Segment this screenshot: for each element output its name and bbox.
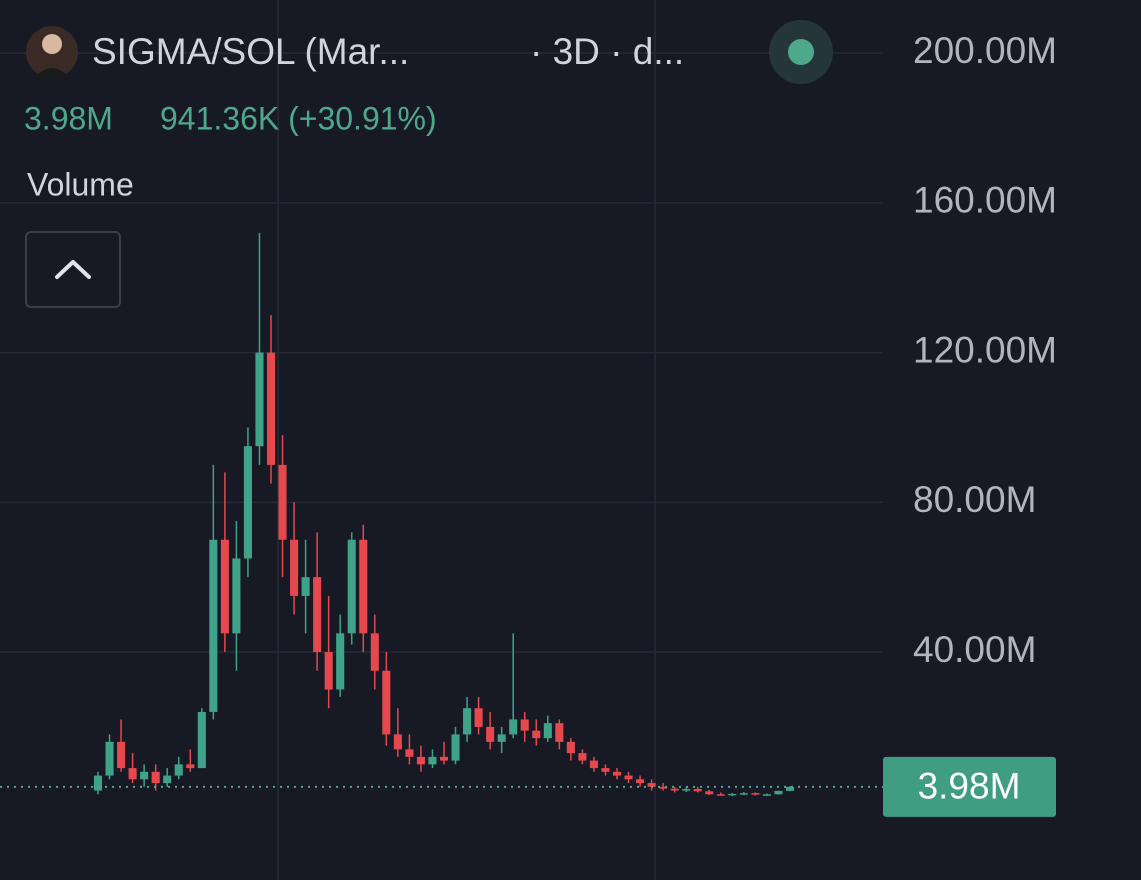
candle-body	[716, 794, 725, 796]
candle-body	[301, 577, 310, 596]
y-tick-label: 40.00M	[913, 629, 1036, 670]
candle-body	[278, 464, 287, 540]
candle-body	[382, 670, 391, 735]
candle-body	[140, 771, 149, 780]
candle-body	[393, 734, 402, 750]
candle-body	[439, 756, 449, 761]
candle-body	[128, 768, 137, 780]
candle-body	[670, 788, 679, 791]
candle-body	[209, 539, 218, 712]
candle-body	[451, 734, 460, 761]
candle-body	[416, 756, 425, 765]
last-price: 3.98M	[24, 100, 113, 136]
candle-body	[647, 783, 656, 787]
candle-body	[555, 723, 564, 742]
candle-body	[785, 786, 795, 791]
candle-body	[624, 775, 633, 780]
candle-body	[93, 775, 103, 791]
candle-body	[174, 764, 183, 776]
candle-body	[428, 756, 437, 765]
candle-body	[682, 789, 691, 791]
plot-area	[0, 52, 883, 797]
candle-body	[105, 741, 114, 776]
candle-body	[197, 711, 206, 769]
candle-body	[336, 633, 345, 690]
candle-body	[463, 708, 472, 735]
y-tick-label: 120.00M	[913, 329, 1057, 370]
pair-title[interactable]: SIGMA/SOL (Mar...	[92, 31, 409, 72]
candle-body	[751, 793, 760, 795]
candle-body	[659, 786, 668, 789]
candle-body	[728, 793, 737, 796]
interval-info[interactable]: · 3D · d...	[530, 31, 684, 72]
candle-body	[739, 793, 748, 795]
indicator-label[interactable]: Volume	[27, 166, 134, 202]
chevron-up-icon	[55, 260, 91, 279]
candle-body	[601, 768, 610, 772]
price-change: 941.36K (+30.91%)	[160, 100, 437, 136]
token-logo-face	[42, 34, 62, 54]
y-tick-label: 80.00M	[913, 479, 1036, 520]
candle-body	[486, 726, 495, 742]
candle-body	[290, 539, 299, 596]
candle-body	[370, 633, 379, 671]
candle-body	[232, 558, 241, 634]
candle-body	[636, 779, 645, 784]
last-price-tag-label: 3.98M	[918, 766, 1021, 807]
status-dot[interactable]	[788, 39, 814, 65]
candle-body	[347, 539, 356, 634]
candle-body	[324, 652, 333, 690]
candle-body	[774, 790, 783, 795]
candle-body	[313, 577, 322, 653]
candle-body	[693, 789, 702, 792]
candle-body	[243, 446, 252, 559]
candle-body	[578, 753, 587, 761]
candle-body	[532, 730, 541, 739]
candle-body	[266, 352, 276, 465]
candle-body	[509, 719, 518, 735]
candle-body	[566, 741, 575, 754]
last-price-tag	[883, 756, 1056, 817]
candle-body	[163, 775, 172, 784]
candle-body	[762, 794, 771, 796]
candle-body	[612, 771, 622, 776]
candle-body	[497, 734, 506, 742]
candle-body	[474, 708, 483, 727]
candle-body	[117, 741, 126, 769]
y-tick-label: 160.00M	[913, 180, 1057, 221]
candle-body	[186, 764, 195, 769]
y-tick-label: 200.00M	[913, 30, 1057, 71]
token-logo-body	[34, 68, 70, 78]
candle-body	[359, 539, 368, 634]
candle-body	[151, 771, 160, 784]
candle-body	[589, 760, 598, 769]
candle-body	[520, 719, 529, 731]
candle-body	[543, 723, 552, 739]
collapse-button[interactable]	[25, 231, 121, 308]
candle-body	[705, 791, 714, 795]
candle-body	[255, 352, 264, 447]
candle-body	[220, 539, 229, 634]
candle-body	[405, 749, 414, 757]
